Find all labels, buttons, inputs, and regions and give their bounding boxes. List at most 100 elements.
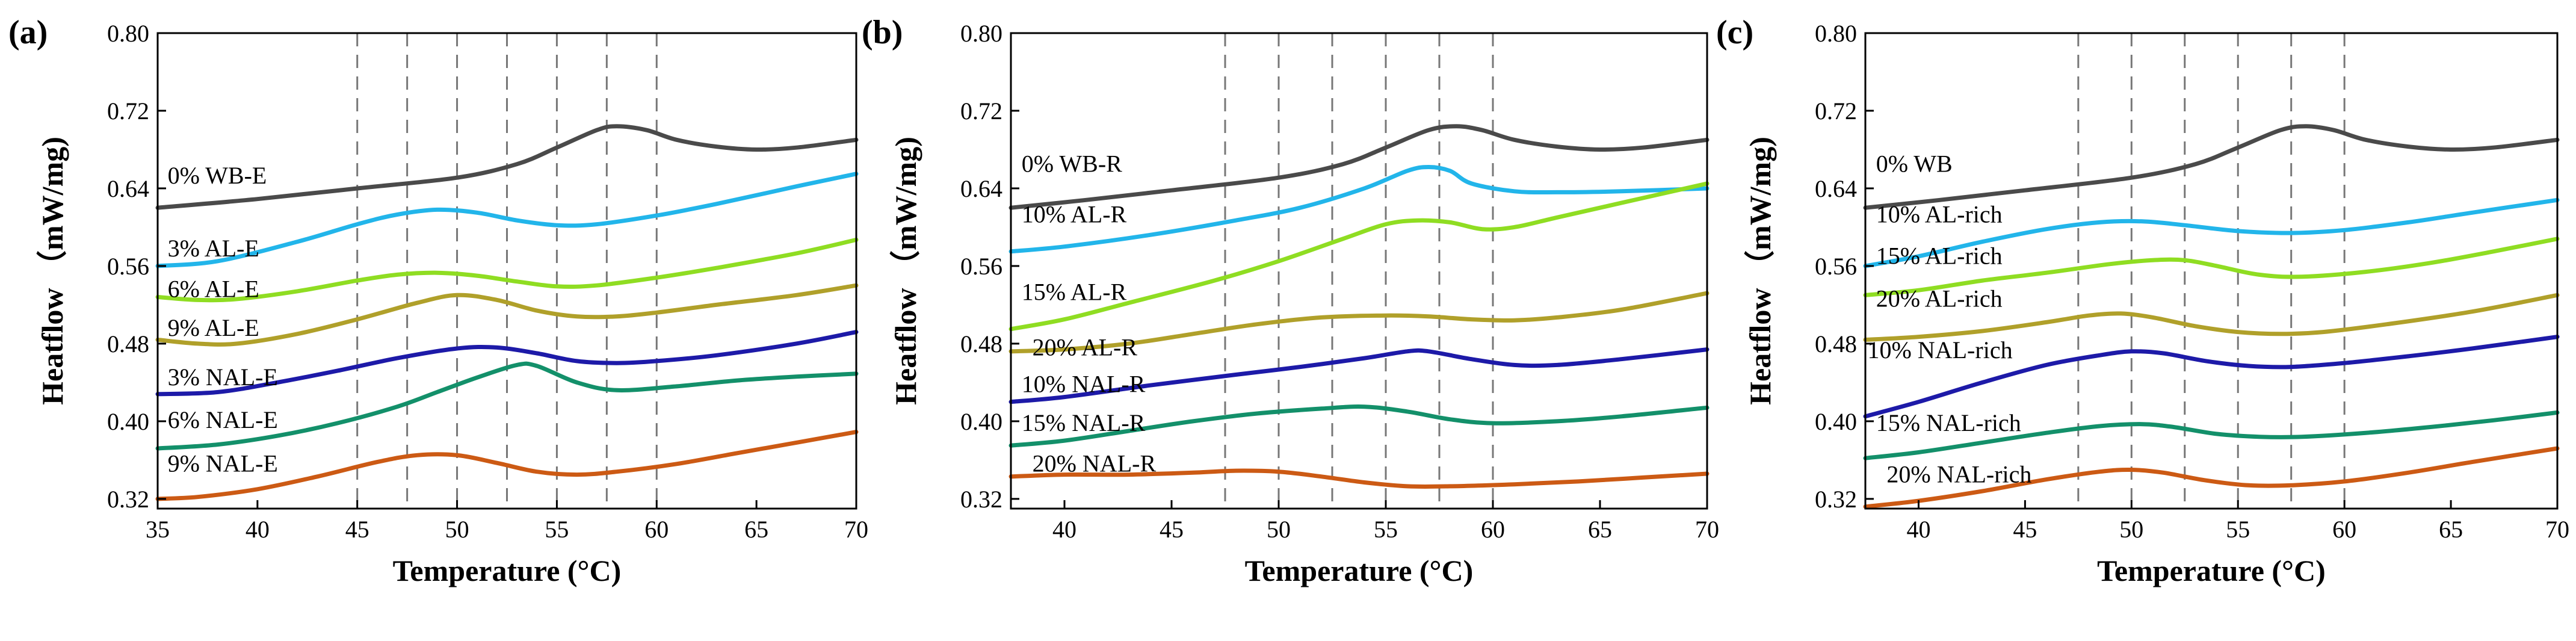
y-tick-label: 0.32 [107, 486, 149, 513]
x-axis-title: Temperature (°C) [393, 554, 622, 587]
series-line [155, 124, 859, 210]
x-tick-label: 45 [1160, 516, 1184, 543]
series-line [155, 430, 859, 501]
y-axis-title: Heatflow （mW/mg) [1743, 137, 1777, 405]
series-label: 20% AL-rich [1876, 285, 2003, 312]
y-tick-label: 0.64 [1815, 175, 1857, 202]
series-line [1863, 335, 2560, 419]
series-line [155, 330, 859, 397]
x-tick-label: 65 [744, 516, 768, 543]
series-line [1863, 293, 2560, 342]
series-line [1863, 124, 2560, 210]
x-tick-label: 45 [2013, 516, 2037, 543]
y-tick-label: 0.40 [1815, 408, 1857, 435]
x-tick-label: 65 [1588, 516, 1612, 543]
x-tick-label: 55 [545, 516, 569, 543]
series-label: 20% NAL-R [1033, 450, 1157, 477]
x-tick-label: 70 [1695, 516, 1719, 543]
x-tick-label: 60 [2332, 516, 2356, 543]
x-tick-label: 50 [445, 516, 469, 543]
y-tick-label: 0.48 [1815, 330, 1857, 358]
series-label: 15% NAL-R [1022, 409, 1146, 436]
series-line [1008, 124, 1710, 210]
y-tick-label: 0.56 [1815, 253, 1857, 280]
series-line [1008, 468, 1710, 489]
y-tick-label: 0.48 [960, 330, 1002, 358]
series-label: 0% WB-R [1022, 150, 1122, 178]
series-line [155, 283, 859, 347]
series-label: 6% NAL-E [168, 406, 278, 433]
series-line [1863, 237, 2560, 297]
y-tick-label: 0.80 [1815, 20, 1857, 47]
x-axis-title: Temperature (°C) [2097, 554, 2326, 587]
series-label: 10% NAL-rich [1868, 336, 2013, 364]
x-tick-label: 55 [1374, 516, 1398, 543]
x-tick-label: 40 [246, 516, 270, 543]
y-tick-label: 0.40 [960, 408, 1002, 435]
y-tick-label: 0.80 [960, 20, 1002, 47]
series-line [1863, 197, 2560, 268]
series-label: 10% AL-rich [1876, 200, 2003, 228]
series-label: 15% AL-rich [1876, 243, 2003, 270]
series-label: 0% WB [1876, 150, 1953, 178]
y-tick-label: 0.32 [1815, 486, 1857, 513]
panel-letter: (a) [8, 14, 48, 51]
series-line [1008, 404, 1710, 448]
x-tick-label: 35 [146, 516, 170, 543]
x-tick-label: 45 [345, 516, 369, 543]
x-tick-label: 65 [2439, 516, 2463, 543]
y-tick-label: 0.72 [107, 98, 149, 125]
y-axis-title: Heatflow （mW/mg) [36, 137, 69, 405]
series-line [1008, 181, 1710, 332]
series-label: 9% AL-E [168, 314, 259, 341]
y-tick-label: 0.80 [107, 20, 149, 47]
series-line [155, 237, 859, 303]
y-tick-label: 0.32 [960, 486, 1002, 513]
x-tick-label: 70 [2545, 516, 2569, 543]
series-label: 3% AL-E [168, 235, 259, 262]
y-tick-label: 0.48 [107, 330, 149, 358]
x-tick-label: 50 [2119, 516, 2143, 543]
series-line [1008, 165, 1710, 254]
chart-panel-1: 0% WB-E 3% AL-E 6% AL-E 9% AL-E 3% NAL-E 6% N… [8, 14, 868, 587]
series-label: 0% WB-E [168, 162, 267, 189]
x-tick-label: 60 [644, 516, 669, 543]
series-line [1008, 291, 1710, 354]
y-axis-title: Heatflow （mW/mg) [889, 137, 922, 405]
panel-letter: (c) [1716, 14, 1753, 51]
y-tick-label: 0.56 [960, 253, 1002, 280]
y-tick-label: 0.56 [107, 253, 149, 280]
series-line [1008, 347, 1710, 404]
panel-letter: (b) [862, 14, 903, 51]
plot-frame [1010, 32, 1708, 510]
series-label: 10% NAL-R [1022, 371, 1146, 398]
y-tick-label: 0.40 [107, 408, 149, 435]
x-tick-label: 40 [1906, 516, 1930, 543]
series-line [155, 172, 859, 268]
series-label: 20% NAL-rich [1886, 460, 2031, 488]
series-label: 3% NAL-E [168, 364, 278, 391]
series-label: 20% AL-R [1033, 333, 1138, 361]
chart-panel-3: 0% WB 10% AL-rich 15% AL-rich 20% AL-rich 10… [1716, 14, 2569, 587]
x-tick-label: 60 [1481, 516, 1505, 543]
x-tick-label: 55 [2226, 516, 2250, 543]
series-label: 6% AL-E [168, 276, 259, 303]
plot-frame [156, 32, 857, 510]
series-line [155, 361, 859, 451]
x-tick-label: 50 [1267, 516, 1291, 543]
series-label: 9% NAL-E [168, 450, 278, 477]
x-tick-label: 40 [1052, 516, 1076, 543]
chart-panel-2: 0% WB-R 10% AL-R 15% AL-R 20% AL-R 10% NAL-R… [862, 14, 1719, 587]
y-tick-label: 0.72 [1815, 98, 1857, 125]
plot-frame [1864, 32, 2559, 510]
x-axis-title: Temperature (°C) [1245, 554, 1474, 587]
y-tick-label: 0.72 [960, 98, 1002, 125]
y-tick-label: 0.64 [960, 175, 1002, 202]
y-tick-label: 0.64 [107, 175, 149, 202]
series-label: 15% NAL-rich [1876, 409, 2021, 436]
series-line [1863, 410, 2560, 460]
series-label: 10% AL-R [1022, 200, 1127, 228]
x-tick-label: 70 [844, 516, 868, 543]
series-line [1863, 446, 2560, 509]
